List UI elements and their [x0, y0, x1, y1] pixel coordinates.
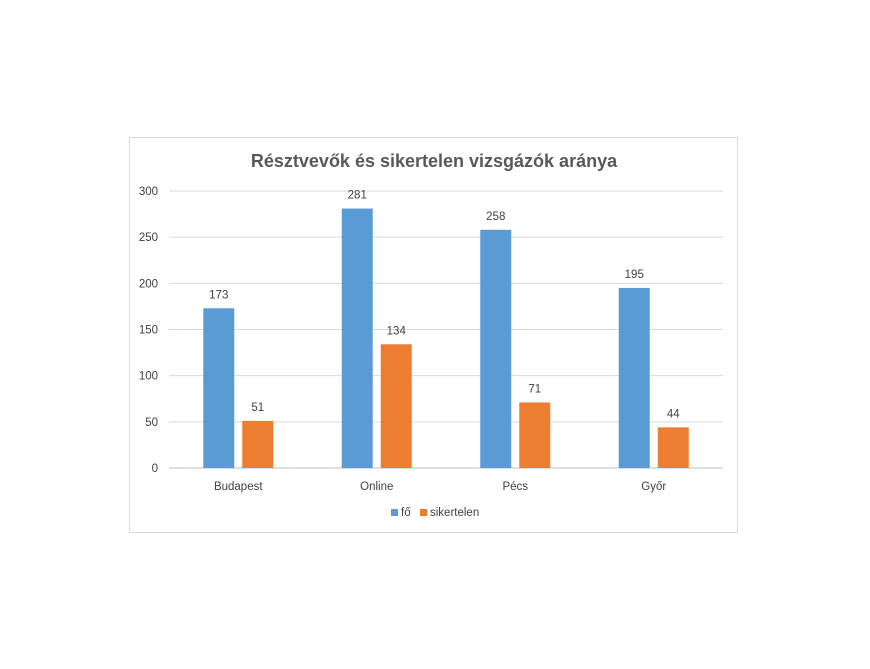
y-tick-label: 250	[139, 232, 158, 244]
y-tick-label: 0	[152, 463, 158, 475]
bar-chart: Résztvevők és sikertelen vizsgázók arány…	[139, 151, 723, 519]
category-labels: Budapest Online Pécs Győr	[214, 481, 666, 493]
category-label: Online	[360, 481, 393, 493]
bar-budapest-sikertelen	[242, 420, 274, 468]
data-label: 51	[251, 402, 264, 414]
legend-swatch	[420, 509, 427, 516]
category-label: Győr	[641, 481, 666, 493]
y-tick-label: 150	[139, 325, 158, 337]
data-label: 195	[625, 269, 644, 281]
category-label: Pécs	[502, 481, 528, 493]
y-tick-label: 200	[139, 278, 158, 290]
legend-label: sikertelen	[430, 507, 479, 519]
legend-swatch	[391, 509, 398, 516]
data-label: 258	[486, 211, 505, 223]
data-label: 44	[667, 408, 680, 420]
bar-budapest-fo	[203, 308, 235, 468]
y-axis-ticks: 0 50 100 150 200 250 300	[139, 186, 158, 475]
bar-online-sikertelen	[380, 344, 412, 468]
bar-győr-sikertelen	[657, 427, 689, 468]
data-label: 173	[209, 289, 228, 301]
legend-label: fő	[401, 507, 411, 519]
bar-pécs-sikertelen	[519, 402, 551, 468]
category-label: Budapest	[214, 481, 263, 493]
chart-title: Résztvevők és sikertelen vizsgázók arány…	[251, 151, 618, 171]
data-label: 281	[348, 190, 367, 202]
y-tick-label: 300	[139, 186, 158, 198]
data-label: 134	[387, 325, 407, 337]
bar-online-fo	[341, 208, 373, 468]
bar-győr-fo	[618, 287, 650, 468]
data-label: 71	[528, 383, 541, 395]
y-tick-label: 50	[145, 417, 158, 429]
data-labels: 173 51 281 134 258 71 195 44	[209, 190, 680, 421]
y-tick-label: 100	[139, 371, 158, 383]
chart-container: Résztvevők és sikertelen vizsgázók arány…	[129, 137, 738, 533]
bar-pécs-fo	[480, 229, 512, 468]
legend: fő sikertelen	[391, 507, 479, 519]
bars	[203, 208, 689, 468]
